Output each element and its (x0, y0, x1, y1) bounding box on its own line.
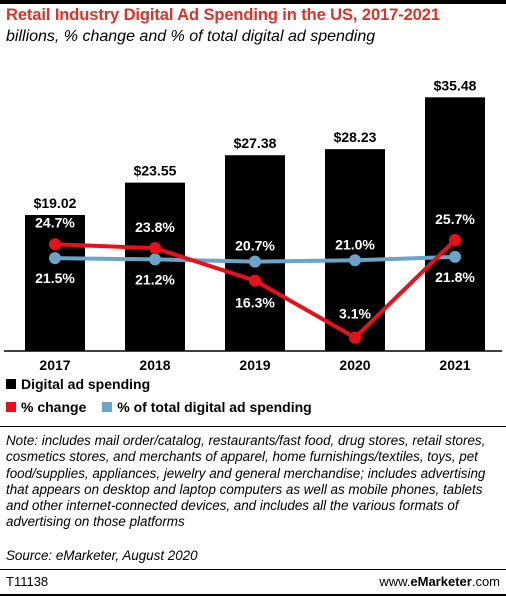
change-label-2020: 3.1% (339, 306, 371, 322)
share-label-2019: 20.7% (235, 238, 275, 254)
share-label-2021: 21.8% (435, 269, 475, 285)
brand-link[interactable]: www.eMarketer.com (379, 574, 500, 589)
share-point-2020 (349, 254, 361, 267)
legend-row-2: % change % of total digital ad spending (6, 399, 324, 415)
change-label-2019: 16.3% (235, 295, 275, 311)
x-tick-2020: 2020 (339, 357, 370, 373)
legend-row-1: Digital ad spending (6, 376, 162, 392)
share-label-2020: 21.0% (335, 236, 375, 252)
change-label-2021: 25.7% (435, 211, 475, 227)
brand-name: eMarketer (410, 574, 472, 589)
bar-label-2017: $19.02 (34, 195, 77, 211)
change-label-2018: 23.8% (135, 219, 175, 235)
legend-item-share: % of total digital ad spending (102, 399, 312, 415)
bottom-rule (0, 594, 506, 596)
legend-swatch-share (102, 402, 113, 412)
x-tick-2021: 2021 (439, 357, 470, 373)
note-divider (0, 426, 506, 427)
source-line: Source: eMarketer, August 2020 (6, 548, 198, 563)
top-rule (0, 0, 506, 4)
change-label-2017: 24.7% (35, 214, 75, 230)
share-label-2018: 21.2% (135, 271, 175, 287)
footer-divider (0, 569, 506, 570)
bar-2017 (25, 215, 85, 351)
chart-title: Retail Industry Digital Ad Spending in t… (6, 6, 440, 24)
share-point-2021 (449, 250, 461, 263)
legend-label-share: % of total digital ad spending (117, 399, 312, 415)
bar-label-2020: $28.23 (334, 129, 377, 145)
x-tick-2019: 2019 (239, 357, 270, 373)
share-label-2017: 21.5% (35, 270, 75, 286)
bar-2019 (225, 155, 285, 351)
brand-prefix: www. (379, 574, 411, 589)
share-point-2019 (249, 255, 261, 268)
legend-item-bar: Digital ad spending (6, 376, 150, 392)
change-point-2018 (149, 242, 161, 255)
bar-2021 (425, 97, 485, 352)
chart-code: T11138 (6, 574, 49, 589)
legend-label-bar: Digital ad spending (21, 376, 151, 392)
legend-swatch-bar (6, 379, 16, 389)
bar-label-2021: $35.48 (434, 77, 477, 93)
chart-canvas: $19.02 $23.55 $27.38 $28.23 $35.48 2017 2018 20… (4, 77, 502, 373)
x-tick-2017: 2017 (39, 357, 70, 373)
bar-2018 (125, 182, 185, 351)
legend-label-change: % change (21, 399, 87, 415)
change-point-2017 (49, 238, 61, 251)
legend-swatch-change (6, 402, 16, 412)
change-point-2020 (349, 331, 361, 344)
change-point-2021 (449, 233, 461, 246)
legend-item-change: % change (6, 399, 86, 415)
chart-subtitle: billions, % change and % of total digita… (6, 28, 376, 45)
brand-suffix: .com (471, 574, 500, 589)
bar-label-2018: $23.55 (134, 163, 177, 179)
change-point-2019 (249, 274, 261, 287)
share-point-2017 (49, 252, 61, 265)
share-point-2018 (149, 253, 161, 266)
bar-label-2019: $27.38 (234, 135, 277, 151)
footnote: Note: includes mail order/catalog, resta… (6, 433, 486, 530)
x-tick-2018: 2018 (139, 357, 170, 373)
